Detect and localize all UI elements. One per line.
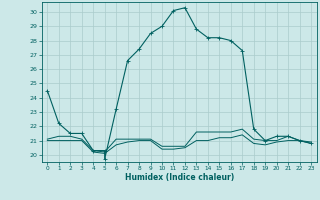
X-axis label: Humidex (Indice chaleur): Humidex (Indice chaleur) bbox=[124, 173, 234, 182]
